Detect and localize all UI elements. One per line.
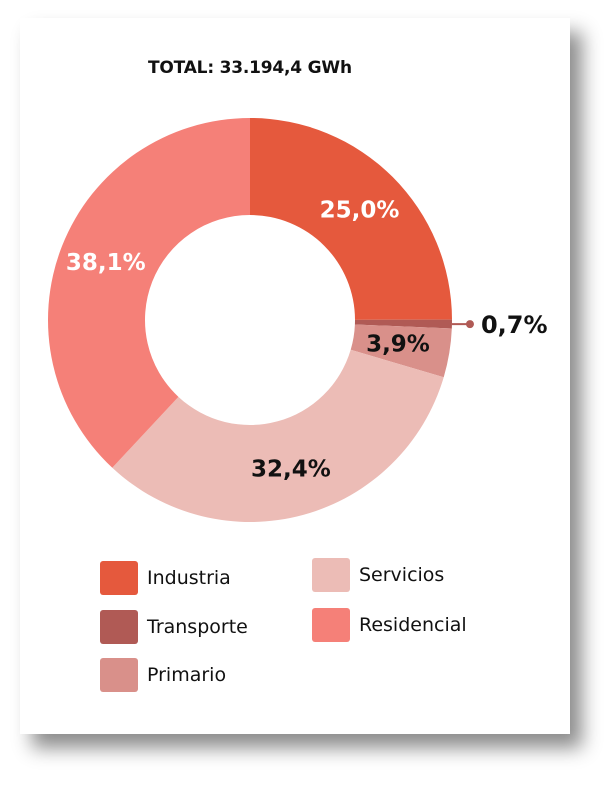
slice-label-transporte: 0,7% — [481, 311, 548, 339]
slice-servicios — [112, 349, 444, 522]
leader-dot-transporte — [465, 320, 474, 329]
legend-swatch-residencial — [312, 608, 350, 642]
slice-label-servicios: 32,4% — [251, 457, 331, 483]
legend-swatch-industria — [100, 561, 138, 595]
legend-swatch-primario — [100, 658, 138, 692]
slice-label-industria: 25,0% — [320, 197, 400, 223]
slice-primario — [350, 324, 452, 378]
legend-label-primario: Primario — [147, 664, 227, 686]
slice-industria — [250, 118, 452, 320]
legend-item-primario: Primario — [100, 658, 226, 692]
legend-label-industria: Industria — [147, 567, 231, 589]
slice-label-residencial: 38,1% — [66, 250, 146, 276]
slice-label-primario: 3,9% — [366, 332, 430, 358]
legend-swatch-servicios — [312, 558, 350, 592]
legend-item-residencial: Residencial — [312, 608, 467, 642]
legend-item-transporte: Transporte — [100, 610, 248, 644]
legend-label-servicios: Servicios — [359, 564, 445, 586]
legend-label-residencial: Residencial — [359, 614, 467, 636]
chart-title: TOTAL: 33.194,4 GWh — [148, 58, 352, 78]
legend-item-industria: Industria — [100, 561, 231, 595]
legend-item-servicios: Servicios — [312, 558, 444, 592]
legend-label-transporte: Transporte — [147, 616, 248, 638]
slice-transporte — [354, 319, 452, 329]
slice-residencial — [47, 118, 250, 468]
legend-swatch-transporte — [100, 610, 138, 644]
donut-chart: 25,0% 0,7% 3,9% 32,4% 38,1% — [47, 118, 548, 522]
chart-card: TOTAL: 33.194,4 GWh 25,0% 0,7% 3,9% 32,4% 38… — [20, 18, 570, 734]
